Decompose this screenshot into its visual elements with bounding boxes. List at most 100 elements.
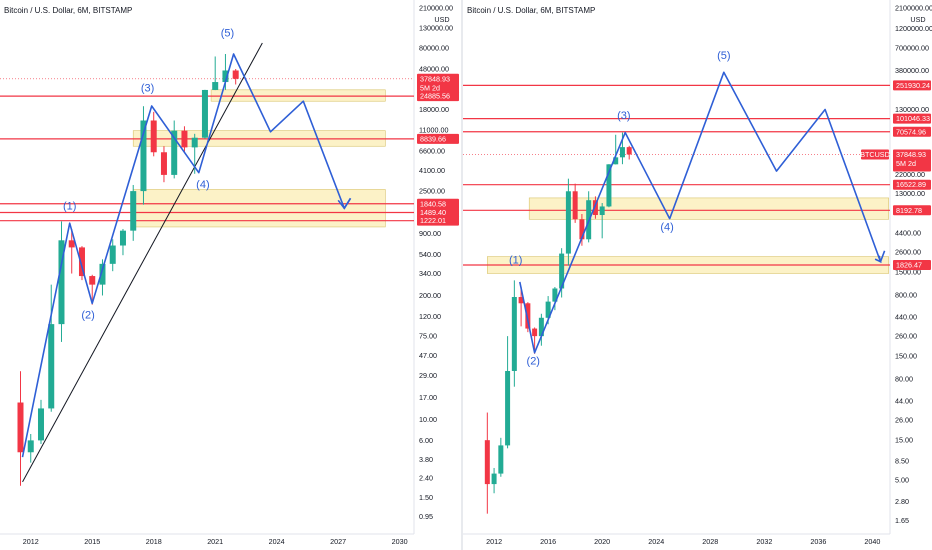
wave-label: (3) <box>617 110 630 122</box>
time-tick-label: 2032 <box>756 537 772 546</box>
candle <box>89 274 96 305</box>
candle-body <box>37 408 44 441</box>
price-tick-label: 130000.00 <box>419 23 453 32</box>
price-tick-label: 260.00 <box>895 332 917 341</box>
support-resistance-zone <box>210 89 386 102</box>
price-badge-value: 1840.58 <box>420 199 446 208</box>
candle-body <box>572 191 578 220</box>
candle <box>78 246 85 281</box>
candle-body <box>201 89 208 138</box>
price-tick-label: 6600.00 <box>419 146 445 155</box>
price-badge-value: 101046.33 <box>896 114 930 123</box>
price-tick-label: 2.40 <box>419 474 433 483</box>
time-tick-label: 2016 <box>540 537 556 546</box>
time-tick-label: 2015 <box>84 537 100 546</box>
candle <box>99 259 106 296</box>
elliott-wave-projection[interactable] <box>519 71 886 354</box>
candle <box>140 106 147 205</box>
candle-body <box>552 288 558 302</box>
time-tick-label: 2021 <box>207 537 223 546</box>
wave-label: (3) <box>141 82 154 94</box>
time-tick-label: 2024 <box>269 537 285 546</box>
price-tick-label: 26.00 <box>895 416 913 425</box>
price-tick-label: 900.00 <box>419 229 441 238</box>
price-badge: 1489.40 <box>417 207 459 218</box>
time-tick-label: 2040 <box>864 537 880 546</box>
candle <box>599 203 605 239</box>
candle <box>109 239 116 272</box>
candle <box>58 221 65 342</box>
price-badge-bg <box>417 207 459 218</box>
price-badge: 101046.33 <box>893 113 931 124</box>
price-badge-bg <box>893 80 931 91</box>
candle <box>232 68 239 85</box>
plot-area: (1) (2) (3) (4) (5) <box>0 28 414 486</box>
candle <box>613 134 619 165</box>
price-tick-label: 4100.00 <box>419 166 445 175</box>
price-tick-label: 1200000.00 <box>895 24 932 33</box>
candle-body <box>606 164 612 207</box>
price-badge-value: 1222.01 <box>420 216 446 225</box>
candle <box>150 111 157 157</box>
price-badge: 16522.89 <box>893 179 931 190</box>
candle <box>17 371 24 486</box>
price-badge-bg <box>417 91 459 102</box>
candle-body <box>525 303 531 329</box>
elliott-wave-projection[interactable] <box>21 53 352 458</box>
price-tick-label: 22000.00 <box>895 170 925 179</box>
price-tick-label: 6.00 <box>419 436 433 445</box>
price-badge-bg <box>893 113 931 124</box>
price-badge-bg <box>417 215 459 226</box>
candle-body <box>89 276 96 285</box>
candle <box>212 56 219 91</box>
price-badge: 1222.01 <box>417 215 459 226</box>
price-tick-label: 120.00 <box>419 312 441 321</box>
candle <box>579 214 585 246</box>
price-badge-value: 1826.47 <box>896 261 922 270</box>
candle-body <box>518 297 524 304</box>
time-tick-label: 2012 <box>23 537 39 546</box>
price-tick-label: 2.80 <box>895 497 909 506</box>
candle-body <box>505 370 511 446</box>
candle-body <box>626 147 632 155</box>
price-tick-label: 150.00 <box>895 352 917 361</box>
candle-body <box>109 245 116 264</box>
candle <box>505 336 511 449</box>
candle <box>37 399 44 444</box>
price-tick-label: 8.50 <box>895 456 909 465</box>
candle-body <box>48 324 55 409</box>
candle-body <box>78 247 85 277</box>
chart-panel-right: (1) (2) (3) (4) (5) Bitcoin / U.S. Dollar, 6M… <box>461 0 932 550</box>
trendline[interactable] <box>22 42 263 483</box>
price-badge-bg <box>893 179 931 190</box>
wave-label: (4) <box>196 179 209 191</box>
price-tick-label: 17.00 <box>419 393 437 402</box>
wave-label: (1) <box>63 201 76 213</box>
price-tick-label: 18000.00 <box>419 105 449 114</box>
price-badge-countdown: 5M 2d <box>896 159 916 168</box>
price-badge-value: 251930.24 <box>896 81 930 90</box>
candle <box>68 228 75 274</box>
candle-body <box>68 240 75 248</box>
price-badge-value: 24885.56 <box>420 92 450 101</box>
price-tick-label: 47.00 <box>419 351 437 360</box>
time-tick-label: 2012 <box>486 537 502 546</box>
candle-body <box>27 440 34 453</box>
candle-body <box>538 317 544 337</box>
support-resistance-zone <box>132 189 386 228</box>
price-tick-label: 1.50 <box>419 493 433 502</box>
candle-body <box>511 297 517 371</box>
price-tick-label: 2600.00 <box>895 248 921 257</box>
price-tick-label: 800.00 <box>895 291 917 300</box>
projection-arrowhead <box>337 197 352 210</box>
price-badge: 1840.58 <box>417 198 459 209</box>
candle <box>538 313 544 346</box>
candle <box>171 120 178 179</box>
price-tick-label: 3.80 <box>419 455 433 464</box>
candle <box>181 126 188 152</box>
candle-body <box>613 157 619 165</box>
candle <box>201 89 208 139</box>
candle-body <box>498 445 504 474</box>
candle-body <box>532 328 538 337</box>
price-badge-bg <box>893 260 931 271</box>
